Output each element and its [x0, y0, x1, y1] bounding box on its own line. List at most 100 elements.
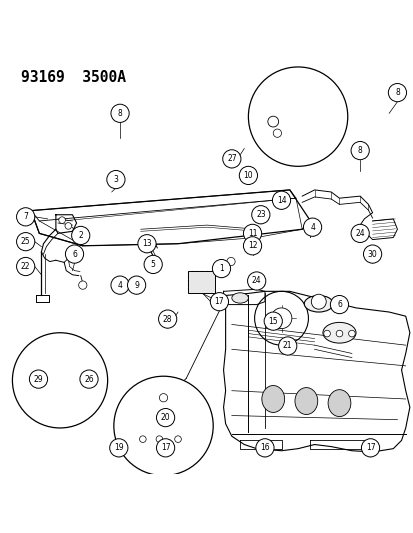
Circle shape [239, 166, 257, 184]
Text: 24: 24 [251, 277, 261, 286]
Circle shape [226, 257, 235, 265]
Text: 8: 8 [394, 88, 399, 97]
Text: 12: 12 [247, 241, 256, 251]
Circle shape [323, 330, 330, 337]
Circle shape [255, 439, 273, 457]
Text: 22: 22 [21, 262, 30, 271]
Text: 1: 1 [218, 264, 223, 273]
Circle shape [65, 245, 83, 263]
Circle shape [330, 295, 348, 314]
Text: 5: 5 [150, 260, 155, 269]
Circle shape [311, 294, 325, 309]
Bar [188, 271, 215, 293]
Text: 3: 3 [113, 175, 118, 184]
Circle shape [387, 84, 406, 102]
Circle shape [111, 276, 129, 294]
Circle shape [151, 262, 159, 270]
Text: 17: 17 [365, 443, 375, 453]
Circle shape [12, 333, 107, 428]
Circle shape [156, 436, 162, 442]
Circle shape [127, 276, 145, 294]
Ellipse shape [261, 385, 284, 413]
Circle shape [156, 408, 174, 427]
Circle shape [350, 224, 368, 243]
Ellipse shape [294, 387, 317, 415]
Circle shape [335, 330, 342, 337]
Circle shape [59, 217, 65, 223]
Circle shape [144, 255, 162, 273]
Circle shape [271, 308, 291, 329]
Circle shape [247, 272, 265, 290]
Text: 6: 6 [336, 300, 341, 309]
Circle shape [138, 235, 156, 253]
Text: 28: 28 [163, 314, 172, 324]
Ellipse shape [304, 295, 332, 312]
Text: 26: 26 [84, 375, 94, 384]
Text: 23: 23 [255, 210, 265, 219]
Circle shape [159, 393, 167, 402]
Text: 16: 16 [259, 443, 269, 453]
Text: 7: 7 [23, 212, 28, 221]
Text: 11: 11 [247, 229, 256, 238]
Circle shape [243, 237, 261, 255]
Text: 8: 8 [117, 109, 122, 118]
Circle shape [111, 104, 129, 123]
Circle shape [361, 439, 379, 457]
Text: 29: 29 [33, 375, 43, 384]
Circle shape [222, 150, 240, 168]
Text: 15: 15 [268, 317, 278, 326]
Text: 17: 17 [160, 443, 170, 453]
Circle shape [272, 191, 290, 209]
Circle shape [156, 439, 174, 457]
Circle shape [114, 376, 213, 475]
Text: 93169  3500A: 93169 3500A [21, 70, 126, 85]
Circle shape [78, 281, 87, 289]
Text: 6: 6 [72, 249, 77, 259]
Circle shape [71, 227, 90, 245]
Circle shape [350, 141, 368, 160]
Circle shape [174, 436, 181, 442]
Text: 19: 19 [114, 443, 123, 453]
Ellipse shape [327, 390, 350, 417]
Ellipse shape [231, 293, 248, 303]
Text: 30: 30 [367, 249, 377, 259]
Text: 2: 2 [78, 231, 83, 240]
Text: 4: 4 [117, 281, 122, 289]
Circle shape [158, 310, 176, 328]
Text: 20: 20 [160, 413, 170, 422]
Circle shape [263, 312, 282, 330]
Circle shape [17, 208, 35, 226]
Circle shape [273, 129, 281, 138]
Circle shape [80, 370, 98, 388]
Text: 21: 21 [282, 342, 292, 351]
Circle shape [251, 206, 269, 224]
Circle shape [267, 116, 278, 127]
Text: 25: 25 [21, 237, 31, 246]
Circle shape [29, 370, 47, 388]
Circle shape [212, 260, 230, 278]
Circle shape [17, 257, 35, 276]
Text: 14: 14 [276, 196, 286, 205]
Circle shape [210, 293, 228, 311]
Circle shape [65, 223, 71, 229]
Text: 17: 17 [214, 297, 224, 306]
Text: 4: 4 [309, 223, 314, 232]
Text: 27: 27 [226, 155, 236, 163]
Circle shape [109, 439, 128, 457]
Circle shape [107, 171, 125, 189]
Circle shape [278, 337, 296, 355]
Circle shape [139, 436, 146, 442]
Circle shape [243, 224, 261, 243]
Text: 9: 9 [134, 281, 139, 289]
Text: 10: 10 [243, 171, 253, 180]
Text: 24: 24 [354, 229, 364, 238]
Circle shape [306, 222, 317, 232]
Circle shape [248, 67, 347, 166]
Ellipse shape [322, 322, 355, 343]
Circle shape [303, 218, 321, 236]
Circle shape [17, 232, 35, 251]
Text: 8: 8 [357, 146, 362, 155]
Circle shape [363, 245, 381, 263]
Circle shape [348, 330, 354, 337]
Text: 13: 13 [142, 239, 152, 248]
